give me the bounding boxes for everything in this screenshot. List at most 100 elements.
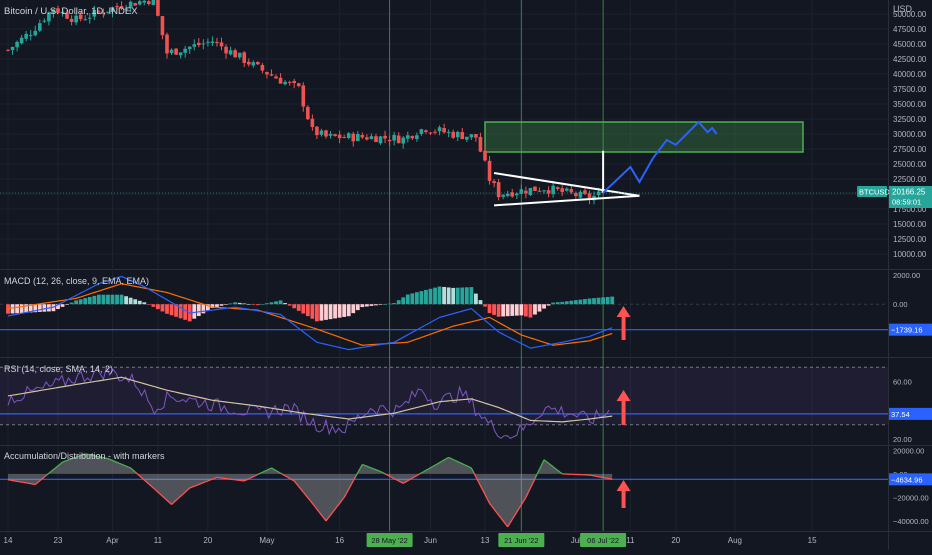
- date-marker-badge[interactable]: 28 May '22: [367, 533, 413, 547]
- candle-body: [11, 47, 15, 50]
- candle-body: [383, 136, 387, 139]
- time-tick-label: 23: [54, 536, 63, 545]
- macd-histogram-bar: [465, 287, 469, 304]
- candle-body: [497, 182, 501, 197]
- candle-body: [401, 138, 405, 144]
- macd-histogram-bar: [270, 302, 274, 304]
- candle-body: [88, 18, 92, 19]
- macd-histogram-bar: [383, 304, 387, 305]
- macd-histogram-bar: [479, 300, 483, 304]
- candle-body: [38, 23, 42, 31]
- macd-histogram-bar: [333, 304, 337, 318]
- macd-histogram-bar: [274, 301, 278, 304]
- macd-histogram-bar: [20, 304, 24, 313]
- macd-histogram-bar: [151, 304, 155, 307]
- candle-body: [542, 190, 546, 191]
- macd-histogram-bar: [215, 304, 219, 307]
- candle-body: [506, 194, 510, 196]
- candle-body: [202, 43, 206, 44]
- macd-histogram-bar: [442, 287, 446, 304]
- macd-histogram-bar: [256, 304, 260, 305]
- price-tick-label: 27500.00: [893, 145, 927, 154]
- macd-histogram-bar: [265, 303, 269, 304]
- macd-histogram-bar: [451, 288, 455, 304]
- symbol-title[interactable]: Bitcoin / U.S. Dollar, 1D, INDEX: [4, 6, 138, 17]
- macd-histogram-bar: [229, 303, 233, 304]
- macd-histogram-bar: [88, 297, 92, 304]
- macd-histogram-bar: [420, 291, 424, 304]
- candle-body: [356, 134, 360, 141]
- candle-body: [211, 42, 215, 43]
- candle-body: [142, 1, 146, 3]
- macd-histogram-bar: [220, 304, 224, 306]
- target-zone-rectangle[interactable]: [485, 122, 803, 152]
- ad-line-segment: [206, 481, 208, 482]
- macd-histogram-bar: [147, 304, 151, 305]
- ad-line-segment: [199, 484, 201, 485]
- price-tick-label: 15000.00: [893, 220, 927, 229]
- candle-body: [438, 127, 442, 131]
- candle-body: [406, 135, 410, 138]
- time-tick-label: Jul: [571, 536, 581, 545]
- candle-body: [442, 128, 446, 132]
- last-price-value: 20166.25: [892, 188, 926, 197]
- macd-histogram-bar: [370, 304, 374, 306]
- macd-histogram-bar: [338, 304, 342, 317]
- candle-body: [370, 136, 374, 139]
- candle-body: [420, 129, 424, 134]
- candle-body: [338, 135, 342, 138]
- candle-body: [556, 187, 560, 189]
- candle-body: [206, 42, 210, 43]
- date-marker-badge[interactable]: 06 Jul '22: [580, 533, 626, 547]
- macd-histogram-bar: [597, 298, 601, 304]
- candle-body: [570, 189, 574, 192]
- macd-histogram-bar: [401, 297, 405, 304]
- ad-line-segment: [197, 484, 199, 485]
- candle-body: [283, 82, 287, 84]
- macd-histogram-bar: [165, 304, 169, 314]
- macd-histogram-bar: [342, 304, 346, 317]
- candle-body: [33, 31, 37, 35]
- candle-body: [270, 74, 274, 75]
- candle-body: [365, 137, 369, 139]
- candle-body: [15, 42, 19, 47]
- macd-histogram-bar: [583, 299, 587, 304]
- macd-histogram-bar: [488, 304, 492, 313]
- macd-histogram-bar: [92, 296, 96, 304]
- macd-histogram-bar: [497, 304, 501, 317]
- candle-body: [197, 43, 201, 45]
- ad-line-segment: [115, 461, 117, 462]
- candle-body: [379, 136, 383, 143]
- macd-histogram-bar: [365, 304, 369, 306]
- ad-line-segment: [124, 465, 126, 466]
- macd-histogram-bar: [11, 304, 15, 313]
- ad-line-segment: [122, 464, 124, 465]
- candle-body: [424, 130, 428, 132]
- rsi-title[interactable]: RSI (14, close, SMA, 14, 2): [4, 364, 113, 374]
- macd-histogram-bar: [70, 303, 74, 305]
- bar-countdown: 08:59:01: [892, 198, 921, 207]
- macd-histogram-bar: [161, 304, 165, 311]
- candle-body: [388, 140, 392, 141]
- candle-body: [220, 42, 224, 46]
- candle-body: [233, 50, 237, 57]
- candle-body: [279, 78, 283, 84]
- ad-line-segment: [126, 466, 128, 467]
- macd-histogram-bar: [38, 304, 42, 312]
- ad-line-segment: [192, 486, 194, 487]
- macd-histogram-bar: [356, 304, 360, 310]
- macd-histogram-bar: [315, 304, 319, 321]
- ad-title[interactable]: Accumulation/Distribution - with markers: [4, 451, 165, 461]
- date-marker-badge[interactable]: 21 Jun '22: [498, 533, 544, 547]
- ad-line-segment: [369, 467, 371, 468]
- candle-body: [174, 49, 178, 55]
- candle-body: [306, 107, 310, 119]
- macd-histogram-bar: [238, 303, 242, 304]
- macd-title[interactable]: MACD (12, 26, close, 9, EMA, EMA): [4, 276, 149, 286]
- macd-histogram-bar: [310, 304, 314, 319]
- candle-body: [333, 134, 337, 136]
- level-badge: −1739.16: [889, 324, 932, 336]
- candle-body: [460, 132, 464, 139]
- ad-line-segment: [117, 462, 119, 463]
- price-tick-label: 35000.00: [893, 100, 927, 109]
